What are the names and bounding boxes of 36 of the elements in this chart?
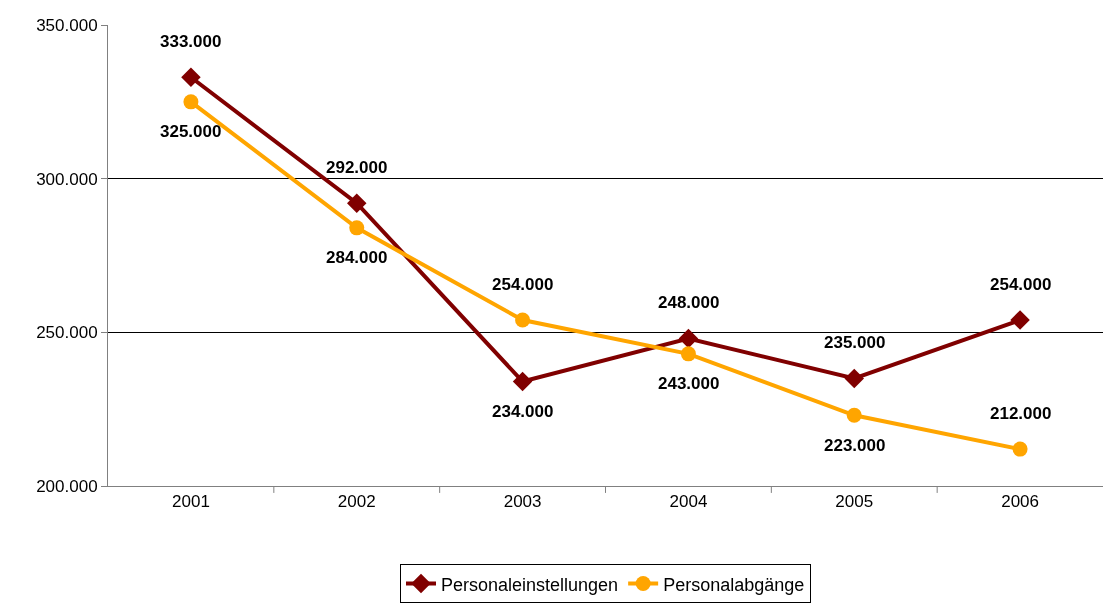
data-label: 234.000 [492,402,554,421]
y-tick-label: 250.000 [36,323,98,343]
x-tick-label: 2003 [503,492,542,512]
y-tick-label: 300.000 [36,169,98,189]
y-tick-label: 350.000 [36,15,98,35]
x-tick-label: 2005 [835,492,874,512]
legend-label: Personaleinstellungen [441,574,619,595]
point [515,312,531,328]
point [846,407,862,423]
point [183,94,199,110]
x-tick-label: 2002 [337,492,376,512]
data-label: 223.000 [824,436,886,455]
data-label: 292.000 [326,158,388,177]
data-label: 254.000 [492,275,554,294]
data-label: 284.000 [326,248,388,267]
point [347,193,367,213]
data-label: 243.000 [658,374,720,393]
data-label: 254.000 [990,275,1052,294]
point [512,371,533,392]
data-label: 248.000 [658,293,720,312]
legend-label: Personalabgänge [663,574,805,595]
y-tick-label: 200.000 [36,476,98,496]
x-tick-label: 2001 [172,492,210,512]
point [680,346,696,362]
point [1012,441,1028,457]
data-label: 212.000 [990,404,1052,423]
x-tick-label: 2004 [669,492,708,512]
point [349,220,365,236]
data-label: 235.000 [824,333,886,352]
point [678,328,699,349]
point [1010,310,1030,330]
point [844,368,864,389]
data-label: 333.000 [160,32,222,51]
data-label: 325.000 [160,122,222,141]
x-tick-label: 2006 [1001,492,1039,512]
point [181,67,201,87]
